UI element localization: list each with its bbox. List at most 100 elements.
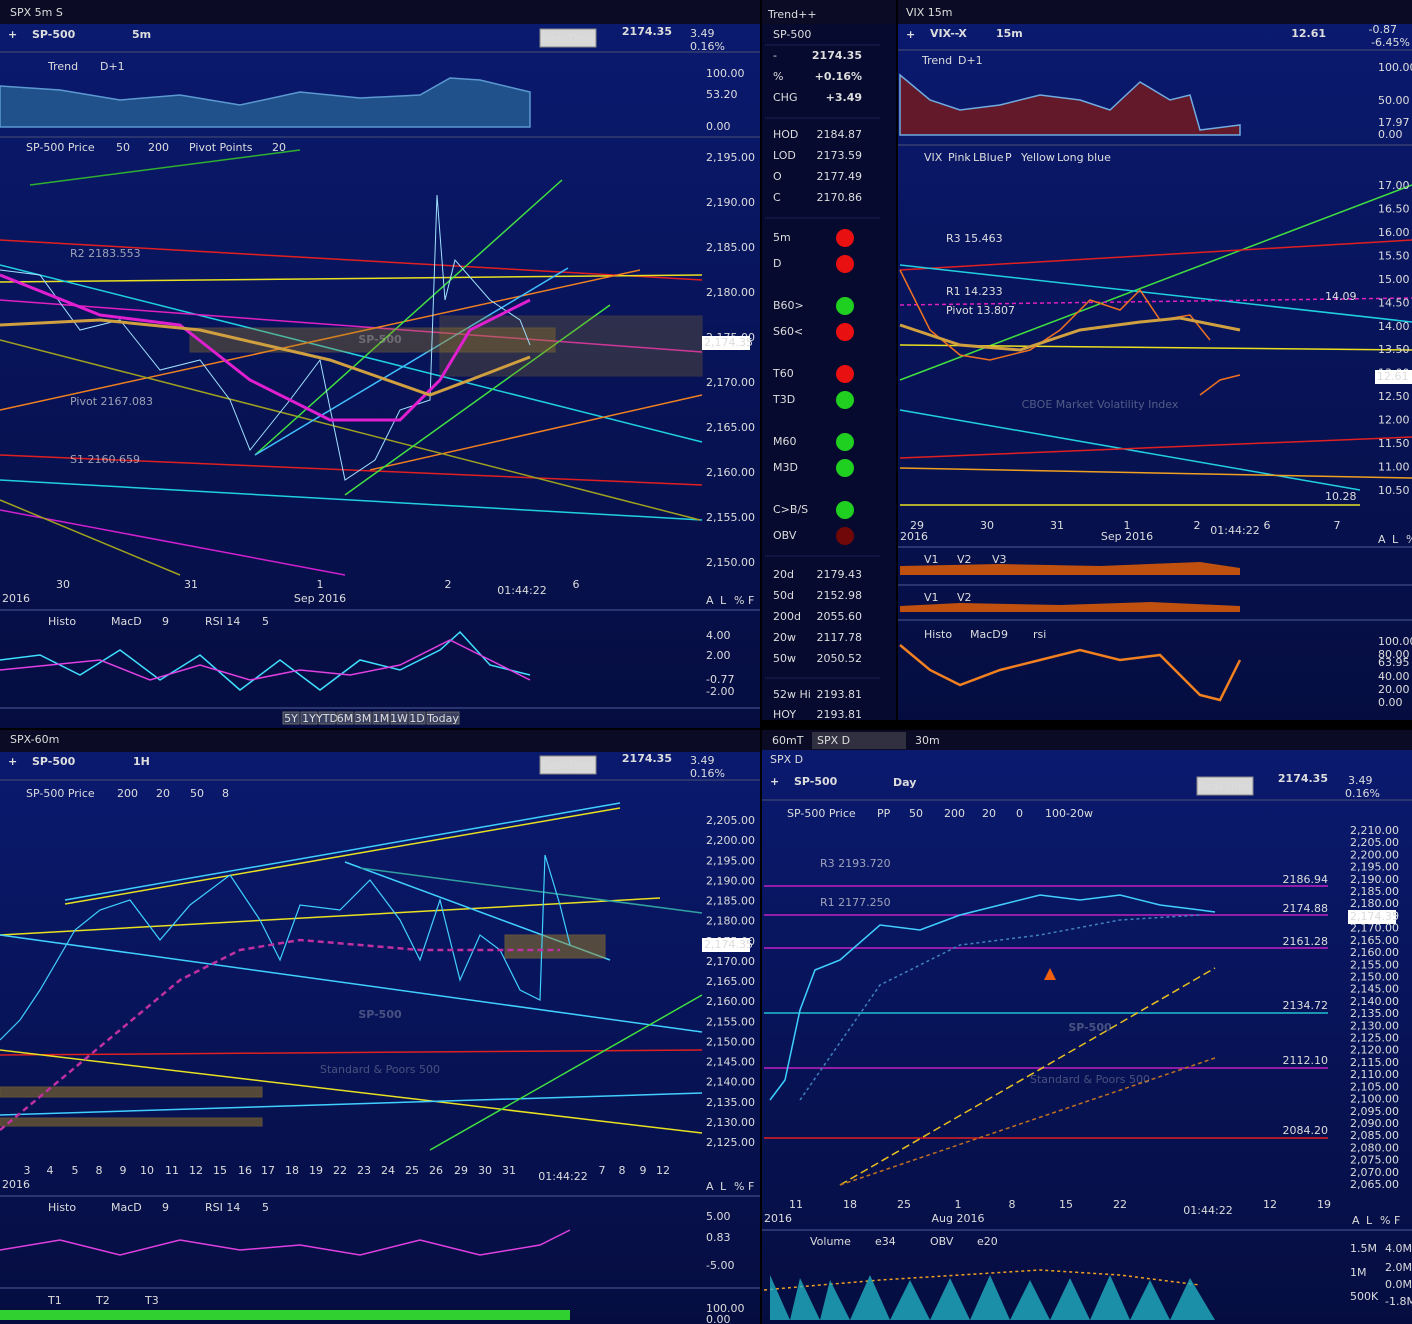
row-value: 2152.98	[817, 589, 863, 602]
tick-label: 1M	[1350, 1266, 1367, 1279]
row-label: 20d	[773, 568, 794, 581]
range-button[interactable]: YTD	[315, 712, 338, 725]
tick-label: 0.00	[1378, 128, 1403, 141]
axis-button[interactable]: L	[1392, 533, 1399, 546]
axis-button[interactable]: %	[1406, 533, 1412, 546]
label: 2016	[2, 592, 30, 605]
tick-label: 2,100.00	[1350, 1093, 1399, 1106]
legend-item: Pink	[948, 151, 971, 164]
range-button[interactable]: 3M	[355, 712, 372, 725]
price: 2174.35	[1278, 772, 1328, 785]
tick-label: 2,130.00	[1350, 1019, 1399, 1032]
legend-item: Long blue	[1057, 151, 1111, 164]
change: 3.49	[690, 754, 715, 767]
box	[812, 732, 906, 749]
tick-label: 2,140.00	[1350, 995, 1399, 1008]
tick-label: 63.95	[1378, 656, 1410, 669]
signal-label: B60>	[773, 299, 804, 312]
legend-item: 9	[162, 615, 169, 628]
tick-label: 12.50	[1378, 390, 1410, 403]
legend-item: V1	[924, 553, 939, 566]
axis-button[interactable]: A	[706, 594, 714, 607]
axis-button[interactable]: A	[1378, 533, 1386, 546]
box	[390, 711, 408, 725]
range-button[interactable]: 1W	[390, 712, 408, 725]
row-label: HOD	[773, 128, 798, 141]
tick-label: 2,165.00	[706, 975, 755, 988]
axis-button[interactable]: F	[1394, 1214, 1400, 1227]
tab[interactable]: 30m	[915, 734, 940, 747]
signal-label: OBV	[773, 529, 797, 542]
realtime-button[interactable]: Real-Time	[1198, 780, 1252, 793]
x-label: 24	[381, 1164, 395, 1177]
panel-title: SPX D	[770, 753, 803, 766]
x-label: 15	[1059, 1198, 1073, 1211]
axis-button[interactable]: %	[734, 1180, 744, 1193]
legend-item: 5	[262, 615, 269, 628]
range-button[interactable]: 6M	[337, 712, 354, 725]
x-label: 18	[285, 1164, 299, 1177]
tick-label: 0.00	[706, 1313, 731, 1324]
signal-dot	[836, 433, 854, 451]
tick-label: 15.00	[1378, 273, 1410, 286]
tick-label: 2,185.00	[1350, 885, 1399, 898]
x-label: 11	[789, 1198, 803, 1211]
tick-label: 2,160.00	[706, 466, 755, 479]
x-label: 12	[1263, 1198, 1277, 1211]
interval[interactable]: 15m	[996, 27, 1023, 40]
tick-label: 2,125.00	[706, 1136, 755, 1149]
axis-button[interactable]: %	[734, 594, 744, 607]
tab[interactable]: SPX D	[817, 734, 850, 747]
axis-button[interactable]: L	[1366, 1214, 1373, 1227]
interval[interactable]: 1H	[133, 755, 150, 768]
box	[702, 938, 750, 952]
legend-item: 5	[262, 1201, 269, 1214]
realtime-button[interactable]: Real-Time	[541, 32, 595, 45]
tick-label: 2,140.00	[706, 1076, 755, 1089]
tick-label: 100.00	[1378, 61, 1412, 74]
interval[interactable]: 5m	[132, 28, 151, 41]
axis-button[interactable]: L	[720, 1180, 727, 1193]
tick-label: 2,200.00	[1350, 848, 1399, 861]
tick-label: 2,180.00	[1350, 897, 1399, 910]
tick-label: 2,155.00	[706, 1015, 755, 1028]
axis-button[interactable]: %	[1380, 1214, 1390, 1227]
symbol: SP-500	[32, 28, 76, 41]
trend-lines-tl	[0, 77, 703, 691]
axis-button[interactable]: F	[748, 594, 754, 607]
label: 2016	[2, 1178, 30, 1191]
x-label: 26	[429, 1164, 443, 1177]
box	[539, 755, 597, 775]
label: D+1	[958, 54, 983, 67]
legend-item: PP	[877, 807, 891, 820]
legend-item: Histo	[48, 615, 76, 628]
legend-item: T2	[95, 1294, 110, 1307]
box	[408, 711, 426, 725]
tick-label: 14.00	[1378, 320, 1410, 333]
tab[interactable]: 60mT	[772, 734, 804, 747]
tick-label: 2,200.00	[706, 834, 755, 847]
axis-button[interactable]: F	[748, 1180, 754, 1193]
interval[interactable]: Day	[893, 776, 916, 789]
row-value: 2055.60	[817, 610, 863, 623]
tick-label: 2,090.00	[1350, 1117, 1399, 1130]
row-label: 200d	[773, 610, 801, 623]
pivot-label: R2 2183.553	[70, 247, 141, 260]
row-label: C	[773, 191, 781, 204]
tick-label: 2,180.00	[706, 286, 755, 299]
tick-label: 12.00	[1378, 414, 1410, 427]
range-button[interactable]: 1D	[409, 712, 424, 725]
axis-button[interactable]: L	[720, 594, 727, 607]
range-button[interactable]: 1M	[373, 712, 390, 725]
legend-item: 9	[1001, 628, 1008, 641]
x-label: 30	[478, 1164, 492, 1177]
axis-button[interactable]: A	[1352, 1214, 1360, 1227]
axis-button[interactable]: A	[706, 1180, 714, 1193]
change: 3.49	[1348, 774, 1373, 787]
range-button[interactable]: Today	[426, 712, 459, 725]
box	[1375, 370, 1412, 384]
signal-label: S60<	[773, 325, 803, 338]
range-button[interactable]: 1Y	[302, 712, 316, 725]
realtime-button[interactable]: Real-Time	[541, 759, 595, 772]
range-button[interactable]: 5Y	[284, 712, 298, 725]
